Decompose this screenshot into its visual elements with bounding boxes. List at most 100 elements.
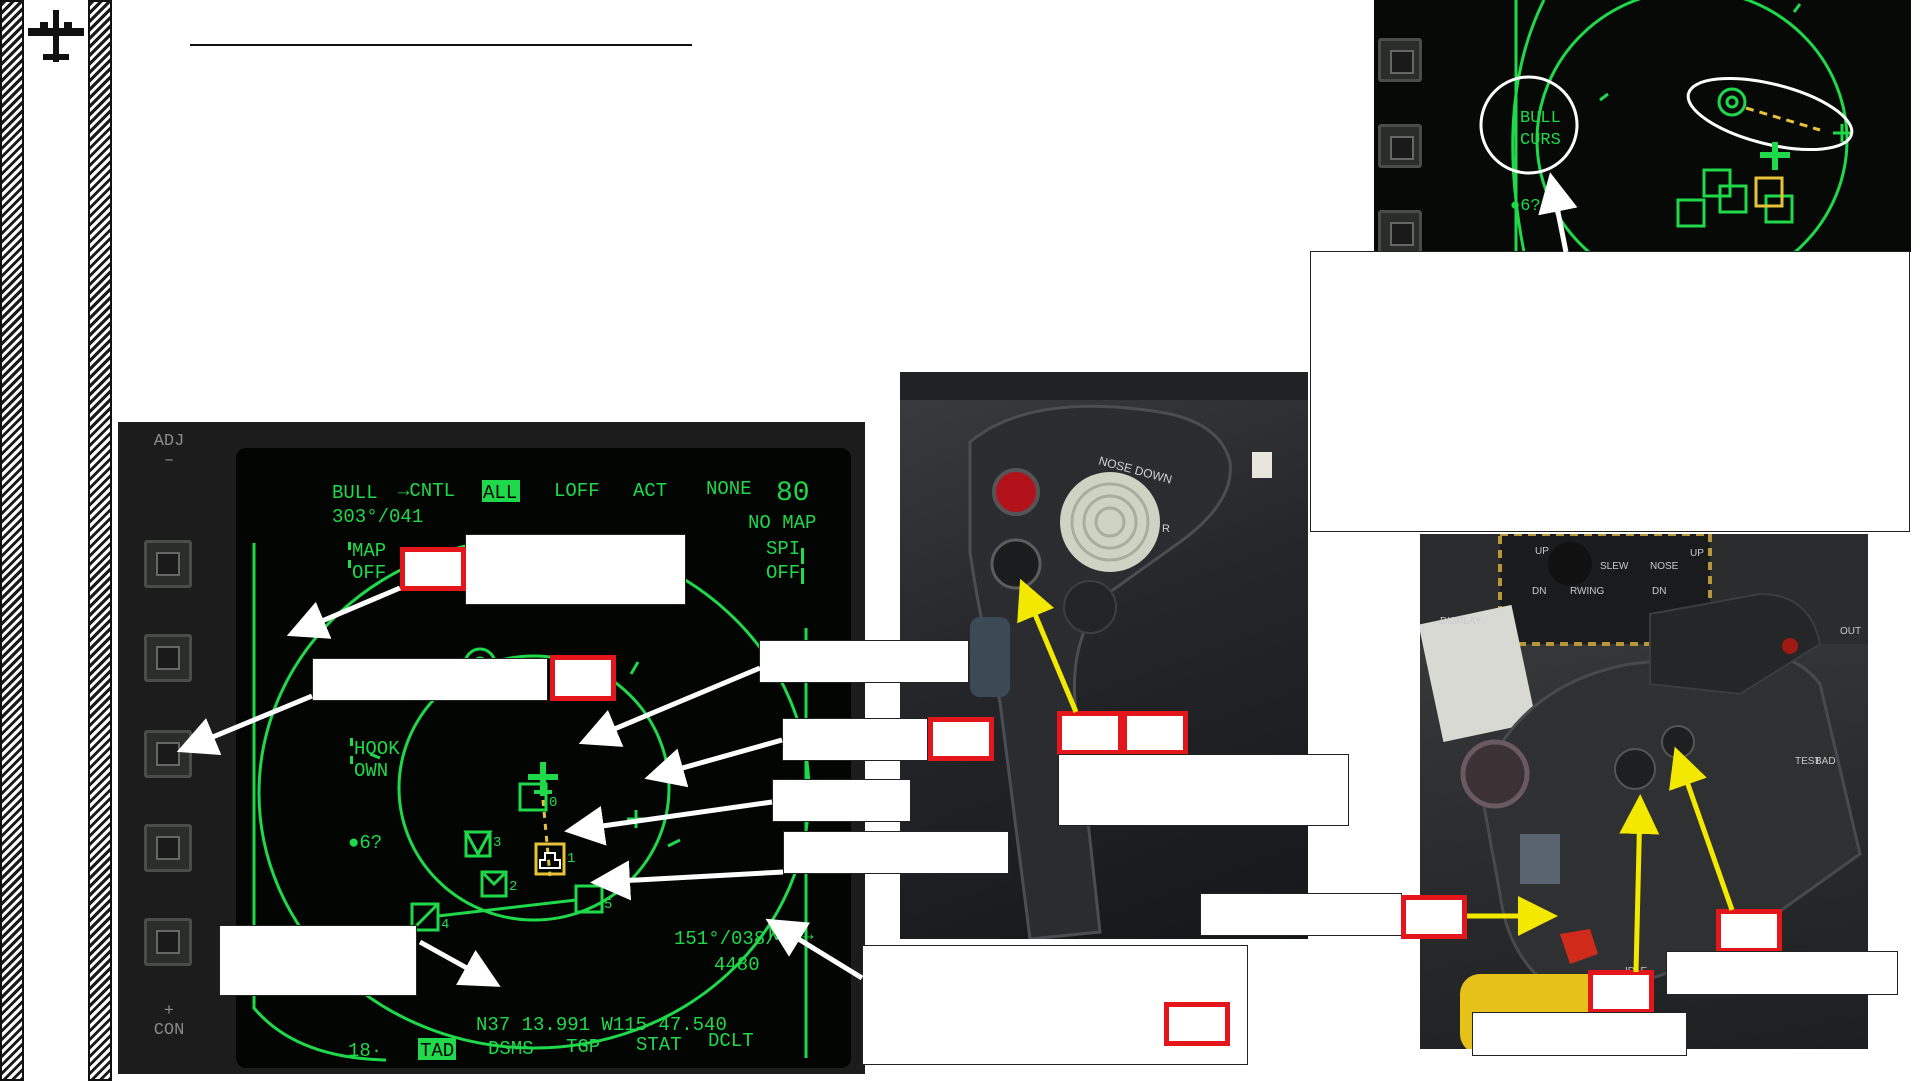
- inset-curs-label: CURS: [1520, 131, 1561, 150]
- osb-19[interactable]: [144, 634, 192, 682]
- coolie-callout-box: [1472, 1012, 1687, 1056]
- cms-hat: [1063, 580, 1117, 634]
- inset-osb-1: [1378, 38, 1422, 82]
- ownship-callout-box: [759, 640, 969, 683]
- throttle-knob: [1460, 739, 1530, 809]
- left-hatch-rail: [0, 0, 24, 1081]
- trim-r-label: R: [1162, 523, 1170, 535]
- con-plus-symbol: +: [163, 1002, 175, 1021]
- loff-label: LOFF: [554, 480, 600, 502]
- canopy-frame: [900, 372, 1308, 400]
- track-callout-box: [783, 831, 1009, 874]
- track-id-1: 1: [567, 851, 575, 867]
- bullseye-bearing-range: 303°/041: [332, 506, 423, 528]
- track-history-line: [252, 543, 387, 1062]
- no-map-label: NO MAP: [748, 512, 816, 534]
- osb-17[interactable]: [144, 824, 192, 872]
- dms-callout-box: [1058, 754, 1349, 826]
- stat-label: STAT: [636, 1034, 682, 1056]
- coordinate-readout: N37 13.991 W115 47.540: [476, 1014, 727, 1036]
- throttle-label-test: TEST: [1795, 756, 1821, 767]
- sixq-label: ●6?: [348, 832, 382, 854]
- spi-label: SPI: [766, 538, 800, 560]
- throttle-label-out: OUT: [1840, 626, 1861, 637]
- hooked-track-icon: [534, 842, 566, 876]
- cntl-label: →CNTL: [398, 480, 455, 502]
- throttle-label-display: DISPLAY: [1440, 616, 1482, 627]
- osb-18[interactable]: [144, 730, 192, 778]
- cursor-callout-ref: [928, 717, 994, 761]
- altitude-readout: 4480: [714, 954, 760, 976]
- hook-callout-box: [312, 658, 548, 701]
- cursor-callout-box: [782, 718, 928, 761]
- ownship-icon: [528, 762, 558, 796]
- throttle-label-up2: UP: [1690, 548, 1704, 559]
- hook-readout: 151°/038/: [674, 928, 777, 950]
- stick-tip-light: [1252, 452, 1272, 478]
- hooked-track-callout-box: [772, 779, 911, 822]
- pinky-callout-ref: [1401, 895, 1467, 939]
- adj-minus-symbol: –: [163, 451, 175, 470]
- hook-info-callout-ref: [1164, 1002, 1230, 1046]
- hook-bearing-line: [541, 799, 552, 877]
- dms-hat: [990, 538, 1042, 590]
- map-state: OFF: [352, 562, 386, 584]
- title-underline: [190, 44, 692, 46]
- throttle-label-dn: DN: [1532, 586, 1546, 597]
- track-id-2: 2: [509, 879, 517, 895]
- spi-state: OFF: [766, 562, 800, 584]
- inset-bull-label: BULL: [1520, 109, 1561, 128]
- red-lamp: [1782, 638, 1798, 654]
- china-hat: [1661, 725, 1695, 759]
- cursor-plus-icon: [627, 810, 645, 828]
- aircraft-icon: [26, 8, 86, 64]
- tad-inset-zoom: BULL CURS ●6?: [1374, 0, 1911, 252]
- map-callout-ref: [400, 547, 466, 591]
- osb-20[interactable]: [144, 540, 192, 588]
- track-id-3: 3: [493, 835, 501, 851]
- all-label: ALL: [483, 482, 517, 504]
- heading-readout: 18٠: [348, 1040, 382, 1062]
- none-label: NONE: [706, 478, 752, 500]
- pinky-switch: [1560, 929, 1598, 964]
- tad-label: TAD: [420, 1040, 454, 1062]
- inner-hatch-rail: [88, 0, 112, 1081]
- track-id-4: 4: [441, 917, 449, 933]
- all-highlight: [482, 480, 520, 502]
- throttle-label-dn2: DN: [1652, 586, 1666, 597]
- trim-hat-icon: [1060, 472, 1160, 572]
- hook-owner: OWN: [354, 760, 388, 782]
- track-3: [463, 830, 493, 858]
- inset-highlight-ellipse: [1686, 76, 1854, 152]
- inset-sixq-label: ●6?: [1510, 197, 1541, 216]
- weapon-release-button: [992, 468, 1040, 516]
- track-4-box: [410, 902, 440, 932]
- track-2-chevron: [482, 872, 506, 887]
- map-label: MAP: [352, 540, 386, 562]
- pinky-callout-box: [1200, 893, 1402, 936]
- track-link-line: [437, 898, 577, 918]
- map-callout-box: [465, 534, 686, 605]
- adj-rocker[interactable]: ADJ –: [144, 432, 194, 470]
- act-label: ACT: [633, 480, 667, 502]
- range-label: 80: [776, 478, 810, 509]
- china-hat-callout-box: [1666, 951, 1898, 995]
- throttle-label-bad: BAD: [1815, 756, 1836, 767]
- inset-osb-2: [1378, 124, 1422, 168]
- throttle-label-rwing: RWING: [1570, 586, 1604, 597]
- adj-label: ADJ: [153, 432, 185, 451]
- track-3-box: [464, 830, 492, 858]
- dclt-label: DCLT: [708, 1030, 754, 1052]
- throttle-label-nose: NOSE: [1650, 561, 1679, 572]
- track-id-5: 5: [604, 897, 612, 913]
- con-rocker[interactable]: + CON: [144, 1002, 194, 1040]
- osb-16[interactable]: [144, 918, 192, 966]
- con-label: CON: [153, 1021, 185, 1040]
- coolie-callout-ref: [1588, 970, 1654, 1014]
- dms-callout-ref-b: [1122, 711, 1188, 755]
- throttle-label-up: UP: [1535, 546, 1549, 557]
- throttle-label-slew: SLEW: [1600, 561, 1629, 572]
- net-label: NET→: [768, 924, 814, 946]
- inset-cursor-plus-icon: [1833, 124, 1851, 142]
- inset-bullseye-icon: [1717, 87, 1747, 117]
